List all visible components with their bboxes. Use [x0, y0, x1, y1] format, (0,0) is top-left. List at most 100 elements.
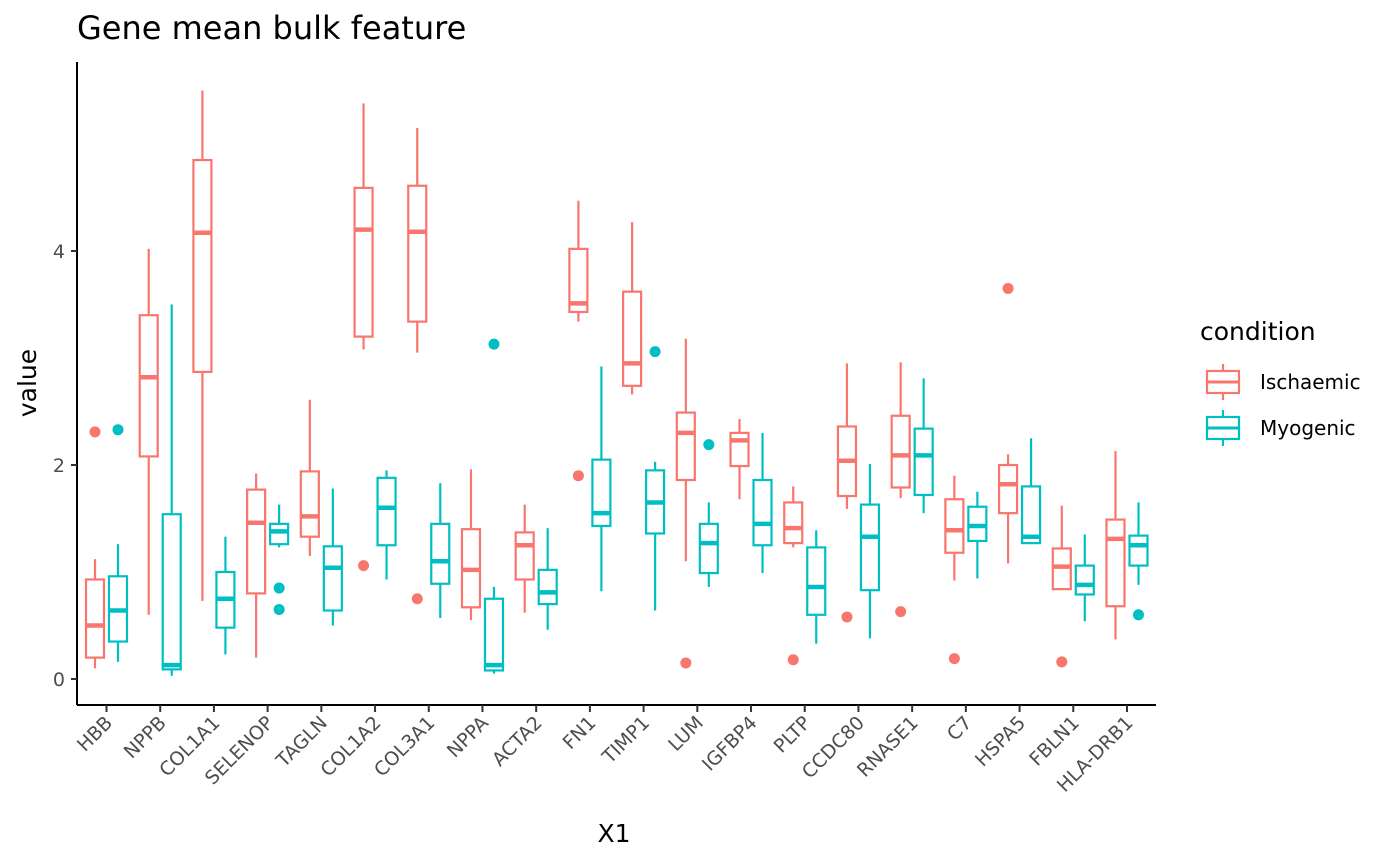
box-iqr	[997, 463, 1019, 515]
x-tick-label: HBB	[73, 712, 117, 756]
box-myogenic-hspa5	[1020, 438, 1042, 545]
box-myogenic-fn1	[591, 366, 612, 592]
box-myogenic-nppb	[161, 304, 182, 676]
x-tick-label: NPPA	[443, 712, 493, 762]
box-ischaemic-timp1	[622, 222, 643, 395]
outlier-point	[273, 582, 285, 594]
legend-items: Ischaemic Myogenic	[1205, 364, 1361, 446]
box-iqr	[568, 247, 589, 314]
box-ischaemic-selenop	[246, 473, 267, 658]
box-iqr	[430, 522, 451, 585]
y-axis-ticks: 0 2 4	[53, 241, 77, 691]
box-iqr	[622, 290, 643, 387]
box-myogenic-tagln	[322, 488, 343, 626]
plot-area	[84, 90, 1149, 676]
y-axis-title: value	[13, 349, 42, 417]
box-iqr	[514, 531, 535, 581]
box-iqr	[752, 478, 773, 547]
x-tick-label: TIMP1	[597, 712, 654, 769]
box-myogenic-hbb	[107, 424, 129, 662]
box-iqr	[299, 470, 320, 538]
box-iqr	[322, 545, 343, 612]
legend-item-myogenic: Myogenic	[1205, 410, 1356, 446]
box-ischaemic-fbln1	[1051, 505, 1072, 668]
box-iqr	[859, 503, 881, 592]
box-ischaemic-acta2	[514, 504, 535, 613]
box-myogenic-c7	[967, 491, 988, 579]
chart-title: Gene mean bulk feature	[77, 9, 466, 47]
outlier-point	[112, 424, 124, 436]
box-ischaemic-nppa	[460, 469, 482, 621]
x-tick-label: IGFBP4	[698, 712, 762, 776]
box-iqr	[161, 513, 182, 671]
y-tick-label: 4	[53, 241, 65, 263]
box-ischaemic-col3a1	[407, 127, 428, 605]
box-iqr	[591, 458, 612, 528]
x-tick-label: ACTA2	[488, 712, 547, 771]
outlier-point	[488, 338, 500, 350]
outlier-point	[841, 611, 853, 623]
box-ischaemic-hspa5	[997, 282, 1019, 564]
box-ischaemic-hbb	[84, 426, 106, 669]
box-iqr	[483, 597, 505, 672]
x-tick-label: LUM	[664, 712, 708, 756]
box-myogenic-fbln1	[1074, 534, 1095, 622]
legend-label: Myogenic	[1260, 416, 1356, 440]
legend-title: condition	[1200, 317, 1316, 346]
box-iqr	[783, 501, 804, 545]
box-ischaemic-c7	[944, 475, 965, 665]
box-iqr	[138, 314, 159, 458]
x-tick-label: C7	[943, 712, 976, 745]
box-iqr	[269, 522, 290, 546]
outlier-point	[703, 439, 715, 451]
box-iqr	[1128, 534, 1149, 567]
box-myogenic-nppa	[483, 338, 505, 674]
x-tick-label: HSPA5	[971, 712, 1030, 771]
box-iqr	[376, 476, 397, 547]
box-myogenic-rnase1	[913, 378, 934, 514]
box-iqr	[890, 414, 911, 489]
box-myogenic-igfbp4	[752, 432, 773, 574]
box-iqr	[913, 427, 934, 497]
box-myogenic-lum	[698, 439, 719, 587]
box-iqr	[806, 546, 827, 616]
outlier-point	[572, 470, 584, 482]
box-myogenic-acta2	[537, 528, 558, 630]
box-iqr	[729, 431, 750, 468]
box-ischaemic-igfbp4	[729, 418, 750, 500]
outlier-point	[948, 653, 960, 665]
box-myogenic-hla-drb1	[1128, 502, 1149, 621]
legend: condition Ischaemic Myogenic	[1200, 317, 1361, 446]
x-axis-title: X1	[597, 819, 630, 848]
x-tick-label: PLTP	[770, 712, 816, 758]
outlier-point	[273, 603, 285, 615]
outlier-point	[1002, 282, 1014, 294]
box-ischaemic-nppb	[138, 248, 159, 615]
box-iqr	[192, 158, 213, 374]
box-myogenic-col1a1	[215, 536, 236, 655]
outlier-point	[411, 593, 423, 605]
box-ischaemic-col1a2	[353, 103, 374, 572]
box-iqr	[944, 498, 965, 554]
outlier-point	[895, 606, 907, 618]
outlier-point	[649, 346, 661, 358]
box-iqr	[84, 578, 106, 659]
box-iqr	[675, 411, 696, 482]
box-myogenic-ccdc80	[859, 463, 881, 639]
box-ischaemic-hla-drb1	[1105, 451, 1126, 640]
outlier-point	[787, 654, 799, 666]
outlier-point	[358, 560, 370, 572]
box-iqr	[537, 568, 558, 606]
box-ischaemic-fn1	[568, 200, 589, 482]
box-myogenic-col3a1	[430, 483, 451, 619]
box-iqr	[407, 184, 428, 323]
box-ischaemic-ccdc80	[836, 363, 858, 623]
legend-label: Ischaemic	[1260, 370, 1361, 394]
box-iqr	[698, 522, 719, 575]
box-myogenic-selenop	[269, 504, 290, 615]
outlier-point	[680, 657, 692, 669]
legend-item-ischaemic: Ischaemic	[1205, 364, 1361, 400]
box-iqr	[246, 488, 267, 595]
